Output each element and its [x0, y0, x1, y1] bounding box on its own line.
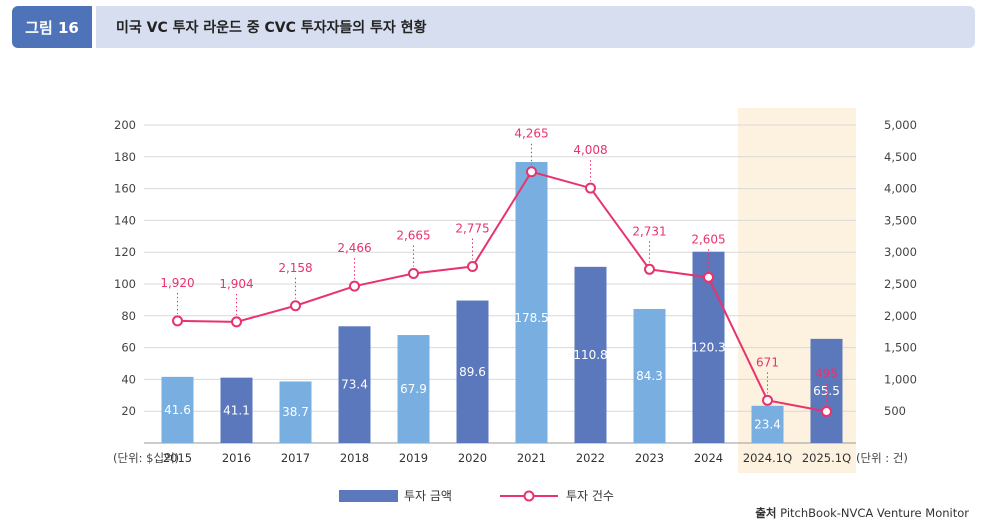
count-point	[703, 271, 714, 283]
bar-value-label: 38.7	[282, 405, 309, 419]
x-tick-label: 2022	[576, 451, 605, 465]
x-tick-label: 2019	[399, 451, 428, 465]
x-tick-label: 2023	[635, 451, 664, 465]
legend-bar-label: 투자 금액	[404, 489, 452, 503]
bar-value-label: 41.1	[223, 403, 250, 417]
legend-bar-swatch	[339, 490, 398, 502]
y-right-tick-label: 4,500	[884, 150, 917, 164]
x-tick-label: 2016	[222, 451, 251, 465]
count-value-label: 1,904	[219, 277, 253, 291]
count-point	[762, 394, 773, 406]
y-right-tick-label: 5,000	[884, 118, 917, 132]
bar-value-label: 41.6	[164, 403, 191, 417]
figure-title: 미국 VC 투자 라운드 중 CVC 투자자들의 투자 현황	[116, 20, 427, 36]
bar	[279, 381, 312, 443]
count-point	[467, 261, 478, 273]
x-tick-label: 2021	[517, 451, 546, 465]
figure-title-bar: 미국 VC 투자 라운드 중 CVC 투자자들의 투자 현황	[96, 6, 975, 48]
count-point	[585, 182, 596, 194]
count-point	[172, 315, 183, 327]
legend-line-marker	[523, 490, 535, 502]
count-point	[231, 316, 242, 328]
count-point	[290, 300, 301, 312]
bar	[397, 335, 430, 443]
y-left-tick-label: 20	[121, 404, 136, 418]
y-right-tick-label: 4,000	[884, 182, 917, 196]
y-right-tick-label: 2,000	[884, 309, 917, 323]
x-tick-label: 2024.1Q	[743, 451, 792, 465]
count-point	[821, 406, 832, 418]
bar	[810, 338, 843, 443]
y-right-tick-label: 3,500	[884, 213, 917, 227]
bar	[161, 376, 194, 443]
bar-value-label: 84.3	[636, 369, 663, 383]
bar-value-label: 89.6	[459, 365, 486, 379]
y-left-tick-label: 60	[121, 341, 136, 355]
x-tick-label: 2015	[163, 451, 192, 465]
y-right-tick-label: 1,500	[884, 341, 917, 355]
bar-value-label: 120.3	[691, 340, 725, 354]
bar	[633, 308, 666, 443]
y-left-tick-label: 140	[114, 213, 136, 227]
y-left-tick-label: 200	[114, 118, 136, 132]
x-tick-label: 2020	[458, 451, 487, 465]
x-tick-label: 2018	[340, 451, 369, 465]
bar-value-label: 73.4	[341, 378, 368, 392]
bar	[574, 266, 607, 443]
y-right-unit-label: (단위 : 건)	[856, 451, 908, 465]
count-point	[408, 268, 419, 280]
count-value-label: 671	[756, 355, 779, 369]
count-line	[177, 170, 827, 413]
y-left-unit-label: (단위: $십억)	[113, 451, 179, 465]
count-value-label: 4,008	[573, 143, 607, 157]
bar	[751, 405, 784, 443]
bar	[515, 162, 548, 443]
count-value-label: 2,158	[278, 261, 312, 275]
y-left-tick-label: 180	[114, 150, 136, 164]
figure-number: 그림 16	[12, 6, 92, 48]
figure-header: 그림 16 미국 VC 투자 라운드 중 CVC 투자자들의 투자 현황	[12, 6, 975, 48]
count-point	[349, 280, 360, 292]
bar-value-label: 110.8	[573, 348, 607, 362]
count-value-label: 4,265	[514, 127, 548, 141]
x-tick-label: 2017	[281, 451, 310, 465]
bar	[220, 377, 253, 443]
x-tick-label: 2024	[694, 451, 723, 465]
source-note: 출처 PitchBook-NVCA Venture Monitor	[755, 505, 969, 521]
bar	[692, 251, 725, 443]
y-left-tick-label: 80	[121, 309, 136, 323]
count-point	[526, 166, 537, 178]
bar-value-label: 178.5	[514, 311, 548, 325]
source-text: PitchBook-NVCA Venture Monitor	[780, 506, 969, 520]
count-value-label: 2,775	[455, 222, 489, 236]
legend-line-label: 투자 건수	[566, 489, 614, 503]
bar-value-label: 67.9	[400, 382, 427, 396]
count-value-label: 1,920	[160, 276, 194, 290]
y-left-tick-label: 160	[114, 182, 136, 196]
y-right-tick-label: 3,000	[884, 245, 917, 259]
count-point	[644, 263, 655, 275]
bar-value-label: 65.5	[813, 384, 840, 398]
bar	[456, 300, 489, 443]
count-value-label: 495	[815, 367, 838, 381]
count-value-label: 2,605	[691, 232, 725, 246]
source-prefix: 출처	[755, 506, 777, 520]
bar	[338, 326, 371, 443]
bar-value-label: 23.4	[754, 417, 781, 431]
x-tick-label: 2025.1Q	[802, 451, 851, 465]
y-right-tick-label: 500	[884, 404, 906, 418]
y-left-tick-label: 120	[114, 245, 136, 259]
y-left-tick-label: 100	[114, 277, 136, 291]
y-left-tick-label: 40	[121, 372, 136, 386]
y-right-tick-label: 1,000	[884, 372, 917, 386]
y-right-tick-label: 2,500	[884, 277, 917, 291]
count-value-label: 2,731	[632, 224, 666, 238]
count-value-label: 2,466	[337, 241, 371, 255]
count-value-label: 2,665	[396, 229, 430, 243]
